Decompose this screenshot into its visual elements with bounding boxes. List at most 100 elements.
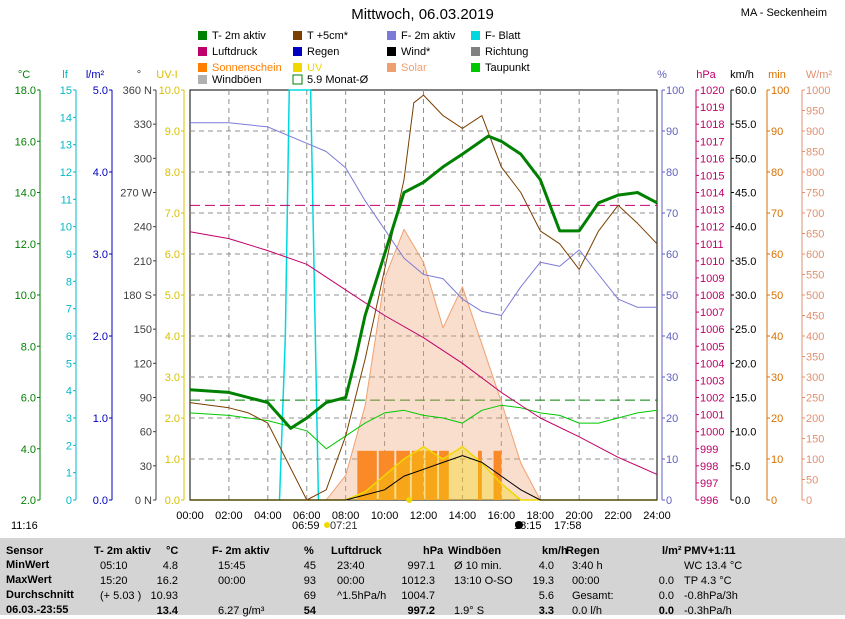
tick-label-hum: 90 bbox=[666, 126, 678, 138]
tick-label-temp: 4.0 bbox=[21, 444, 36, 456]
stats-col-rain: Regen l/m² 3:40 h 00:00 0.0 Gesamt: 0.0 0.0 l/h… bbox=[566, 544, 682, 619]
series-fill-solar bbox=[190, 229, 657, 500]
tick-label-wind: 5.0 bbox=[735, 461, 750, 473]
stats-head-press: Luftdruck bbox=[331, 545, 382, 557]
tick-label-wind: 15.0 bbox=[735, 393, 756, 405]
stats-sensor-head: Sensor bbox=[6, 545, 44, 557]
tick-label-rain: 1.0 bbox=[93, 413, 108, 425]
stats-cell-time: Ø 10 min. bbox=[454, 560, 502, 572]
tick-label-wind: 40.0 bbox=[735, 222, 756, 234]
stats-row: 3:40 h bbox=[566, 559, 671, 574]
axes: °C18.016.014.012.010.08.06.04.02.0lf1514… bbox=[15, 69, 833, 507]
sun-noon-marker bbox=[406, 497, 413, 503]
tick-label-uv: 4.0 bbox=[165, 331, 180, 343]
stats-row: 23:40 997.1 bbox=[331, 559, 435, 574]
tick-label-uv: 3.0 bbox=[165, 372, 180, 384]
stats-row: -0.8hPa/3h bbox=[684, 589, 834, 604]
tick-label-solar: 950 bbox=[806, 106, 824, 118]
tick-label-min: 60 bbox=[771, 249, 783, 261]
tick-label-solar: 350 bbox=[806, 352, 824, 364]
stats-head-f2m: F- 2m aktiv bbox=[212, 545, 270, 557]
series-taupunkt bbox=[189, 404, 658, 450]
series-uv bbox=[190, 445, 657, 501]
series-t-5cm- bbox=[189, 94, 658, 501]
tick-label-press: 1018 bbox=[700, 119, 724, 131]
stats-row: 69 bbox=[212, 589, 316, 604]
legend-swatch bbox=[198, 75, 207, 84]
tick-label-wind: 20.0 bbox=[735, 358, 756, 370]
stats-row-label: MinWert bbox=[6, 559, 50, 571]
tick-label-dir: 90 bbox=[140, 393, 152, 405]
stats-row-label: Durchschnitt bbox=[6, 589, 74, 601]
tick-label-leaf: 9 bbox=[66, 249, 72, 261]
legend-label: Taupunkt bbox=[485, 62, 530, 74]
sunshine-bar bbox=[411, 450, 424, 500]
tick-label-min: 40 bbox=[771, 331, 783, 343]
tick-label-solar: 300 bbox=[806, 372, 824, 384]
series-t-2m-aktiv bbox=[189, 134, 658, 430]
tick-label-solar: 100 bbox=[806, 454, 824, 466]
tick-label-leaf: 4 bbox=[66, 386, 72, 398]
stats-cell-text: -0.8hPa/3h bbox=[684, 590, 738, 602]
tick-label-hum: 40 bbox=[666, 331, 678, 343]
stats-cell-time: 1.9° S bbox=[454, 605, 485, 617]
tick-label-leaf: 10 bbox=[60, 222, 72, 234]
tick-label-leaf: 2 bbox=[66, 440, 72, 452]
tick-label-press: 1004 bbox=[700, 358, 724, 370]
tick-label-min: 0 bbox=[771, 495, 777, 507]
x-tick-label: 20:00 bbox=[565, 510, 593, 522]
stats-cell-time: 23:40 bbox=[337, 560, 365, 572]
tick-label-press: 1020 bbox=[700, 85, 724, 97]
legend-swatch bbox=[387, 31, 396, 40]
tick-label-leaf: 11 bbox=[61, 194, 72, 206]
tick-label-wind: 35.0 bbox=[735, 256, 756, 268]
legend-label: Richtung bbox=[485, 46, 528, 58]
stats-cell-value: 997.2 bbox=[407, 605, 435, 617]
stats-row: Gesamt: 0.0 bbox=[566, 589, 674, 604]
tick-label-min: 70 bbox=[771, 208, 783, 220]
tick-label-press: 1008 bbox=[700, 290, 724, 302]
sunshine-bar bbox=[493, 450, 502, 500]
stats-row: 0.0 l/h 0.0 bbox=[566, 604, 674, 619]
stats-row: TP 4.3 °C bbox=[684, 574, 834, 589]
legend-swatch bbox=[198, 47, 207, 56]
stats-col-pmv: PMV+1:11 WC 13.4 °C TP 4.3 °C -0.8hPa/3h -0.… bbox=[684, 544, 834, 619]
tick-label-temp: 8.0 bbox=[21, 341, 36, 353]
stats-header: Regen l/m² bbox=[566, 544, 682, 559]
tick-label-uv: 0.0 bbox=[165, 495, 180, 507]
stats-cell-time: 00:00 bbox=[218, 575, 246, 587]
tick-label-solar: 450 bbox=[806, 311, 824, 323]
stats-header: T- 2m aktiv °C bbox=[94, 544, 234, 559]
stats-cell-time: 3:40 h bbox=[572, 560, 603, 572]
x-tick-label: 24:00 bbox=[643, 510, 671, 522]
tick-label-dir: 180 S bbox=[123, 290, 152, 302]
tick-label-hum: 100 bbox=[666, 85, 684, 97]
stats-row: 00:00 1012.3 bbox=[331, 574, 435, 589]
tick-label-wind: 25.0 bbox=[735, 324, 756, 336]
legend-swatch bbox=[198, 31, 207, 40]
stats-cell-value: 93 bbox=[303, 575, 316, 587]
tick-label-rain: 5.0 bbox=[93, 85, 108, 97]
tick-label-uv: 9.0 bbox=[165, 126, 180, 138]
stats-cell-value: 0.0 bbox=[658, 605, 674, 617]
stats-row: 15:45 45 bbox=[212, 559, 316, 574]
stats-cell-value: 13.4 bbox=[156, 605, 178, 617]
tick-label-min: 90 bbox=[771, 126, 783, 138]
legend-label: Wind* bbox=[401, 46, 431, 58]
tick-label-rain: 2.0 bbox=[93, 331, 108, 343]
stats-cell-time: 13:10 O-SO bbox=[454, 575, 513, 587]
sunset-marker bbox=[515, 521, 523, 529]
stats-col-f2m: F- 2m aktiv% 15:45 45 00:00 93 69 6.27 g/m³ 54 bbox=[212, 544, 316, 619]
tick-label-press: 998 bbox=[700, 461, 718, 473]
stats-cell-value: 0.0 bbox=[658, 590, 674, 602]
tick-label-hum: 10 bbox=[666, 454, 678, 466]
tick-label-solar: 150 bbox=[806, 434, 824, 446]
stats-head-t2m: T- 2m aktiv bbox=[94, 545, 151, 557]
tick-label-press: 1001 bbox=[700, 410, 724, 422]
x-tick-label: 22:00 bbox=[604, 510, 632, 522]
axis-unit-temp: °C bbox=[18, 69, 30, 81]
tick-label-press: 1016 bbox=[700, 153, 724, 165]
tick-label-temp: 14.0 bbox=[15, 188, 36, 200]
x-axis: 00:00 02:00 04:00 06:00 08:00 10:00 12:00 14:00… bbox=[11, 497, 671, 532]
x-tick-label: 10:00 bbox=[371, 510, 399, 522]
